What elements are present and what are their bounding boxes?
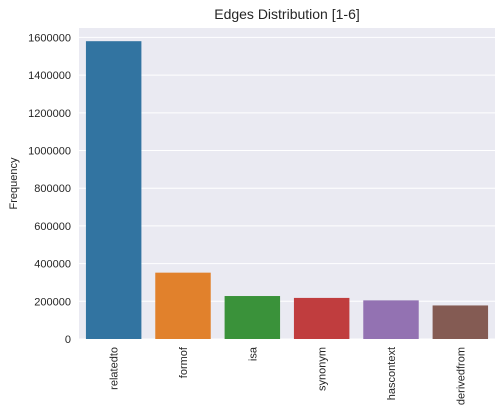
x-tick-label: isa — [247, 346, 259, 361]
bar-synonym — [293, 297, 350, 339]
bar-hascontext — [363, 300, 419, 339]
x-tick-label: relatedto — [109, 347, 121, 390]
x-axis-ticks: relatedto formof isa synonym hascontext deriv… — [109, 346, 468, 405]
y-axis-ticks: 0 200000 400000 600000 800000 1000000 1200000 1… — [28, 32, 71, 346]
y-tick-label: 1200000 — [28, 108, 71, 120]
bar-derivedfrom — [432, 305, 489, 339]
x-tick-label: synonym — [317, 347, 329, 391]
x-tick-label: derivedfrom — [455, 347, 467, 405]
y-tick-label: 200000 — [34, 296, 71, 308]
y-tick-label: 600000 — [34, 221, 71, 233]
bar-formof — [155, 272, 211, 339]
y-tick-label: 1400000 — [28, 70, 71, 82]
bars — [85, 41, 489, 339]
y-tick-label: 0 — [65, 334, 71, 346]
chart-title: Edges Distribution [1-6] — [214, 6, 360, 22]
gridlines — [79, 36, 495, 340]
plot-area — [79, 28, 495, 339]
y-tick-label: 400000 — [34, 259, 71, 271]
bar-isa — [224, 296, 281, 339]
x-tick-label: formof — [178, 346, 190, 378]
y-tick-label: 800000 — [34, 183, 71, 195]
y-tick-label: 1600000 — [28, 32, 71, 44]
x-tick-label: hascontext — [386, 347, 398, 400]
y-axis-label: Frequency — [8, 157, 20, 209]
bar-relatedto — [85, 41, 142, 339]
y-tick-label: 1000000 — [28, 146, 71, 158]
